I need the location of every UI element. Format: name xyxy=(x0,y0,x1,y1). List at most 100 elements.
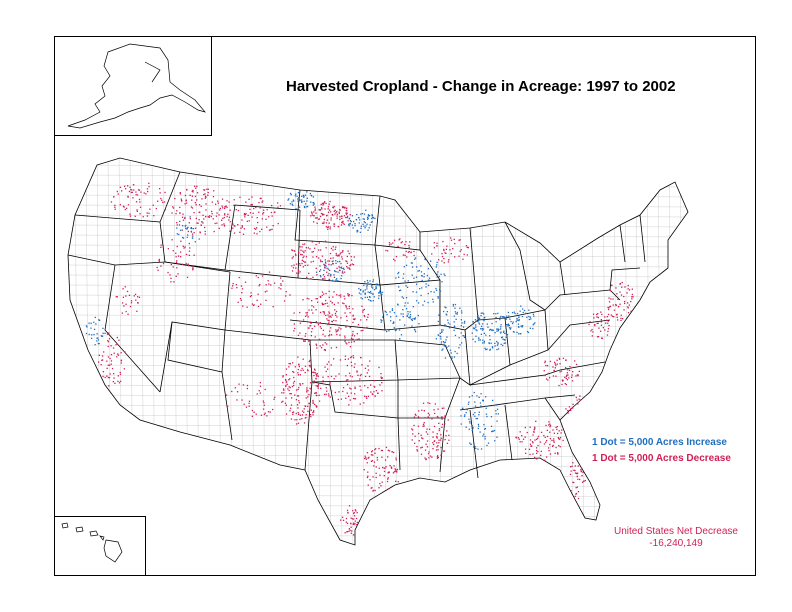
increase-dot xyxy=(364,214,365,215)
increase-dot xyxy=(103,333,104,334)
increase-dot xyxy=(472,339,473,340)
increase-dot xyxy=(455,351,456,352)
decrease-dot xyxy=(367,462,368,463)
decrease-dot xyxy=(544,443,545,444)
decrease-dot xyxy=(224,217,225,218)
decrease-dot xyxy=(371,454,372,455)
increase-dot xyxy=(454,330,455,331)
decrease-dot xyxy=(314,404,315,405)
decrease-dot xyxy=(313,221,314,222)
increase-dot xyxy=(503,316,504,317)
decrease-dot xyxy=(345,260,346,261)
decrease-dot xyxy=(558,385,559,386)
increase-dot xyxy=(498,348,499,349)
decrease-dot xyxy=(194,255,195,256)
decrease-dot xyxy=(315,210,316,211)
increase-dot xyxy=(404,266,405,267)
decrease-dot xyxy=(205,216,206,217)
decrease-dot xyxy=(303,257,304,258)
decrease-dot xyxy=(436,245,437,246)
decrease-dot xyxy=(260,198,261,199)
decrease-dot xyxy=(302,260,303,261)
decrease-dot xyxy=(365,456,366,457)
decrease-dot xyxy=(446,246,447,247)
decrease-dot xyxy=(320,216,321,217)
increase-dot xyxy=(341,268,342,269)
increase-dot xyxy=(493,330,494,331)
decrease-dot xyxy=(399,238,400,239)
decrease-dot xyxy=(346,266,347,267)
decrease-dot xyxy=(247,221,248,222)
decrease-dot xyxy=(258,306,259,307)
decrease-dot xyxy=(538,436,539,437)
decrease-dot xyxy=(536,447,537,448)
decrease-dot xyxy=(339,209,340,210)
decrease-dot xyxy=(374,453,375,454)
decrease-dot xyxy=(467,247,468,248)
decrease-dot xyxy=(310,323,311,324)
decrease-dot xyxy=(421,410,422,411)
decrease-dot xyxy=(124,368,125,369)
decrease-dot xyxy=(317,302,318,303)
decrease-dot xyxy=(263,402,264,403)
decrease-dot xyxy=(346,518,347,519)
decrease-dot xyxy=(518,437,519,438)
decrease-dot xyxy=(525,427,526,428)
increase-dot xyxy=(485,396,486,397)
decrease-dot xyxy=(120,204,121,205)
decrease-dot xyxy=(419,440,420,441)
increase-dot xyxy=(358,217,359,218)
increase-dot xyxy=(371,285,372,286)
increase-dot xyxy=(496,328,497,329)
decrease-dot xyxy=(621,287,622,288)
increase-dot xyxy=(501,344,502,345)
decrease-dot xyxy=(329,210,330,211)
decrease-dot xyxy=(149,209,150,210)
decrease-dot xyxy=(163,245,164,246)
decrease-dot xyxy=(536,458,537,459)
decrease-dot xyxy=(543,435,544,436)
increase-dot xyxy=(176,227,177,228)
increase-dot xyxy=(482,340,483,341)
increase-dot xyxy=(362,298,363,299)
increase-dot xyxy=(378,298,379,299)
increase-dot xyxy=(303,195,304,196)
decrease-dot xyxy=(354,367,355,368)
decrease-dot xyxy=(579,479,580,480)
increase-dot xyxy=(500,332,501,333)
increase-dot xyxy=(408,280,409,281)
decrease-dot xyxy=(623,296,624,297)
decrease-dot xyxy=(165,209,166,210)
decrease-dot xyxy=(352,381,353,382)
decrease-dot xyxy=(342,251,343,252)
decrease-dot xyxy=(437,455,438,456)
decrease-dot xyxy=(412,433,413,434)
decrease-dot xyxy=(129,295,130,296)
decrease-dot xyxy=(299,366,300,367)
decrease-dot xyxy=(285,380,286,381)
decrease-dot xyxy=(581,475,582,476)
increase-dot xyxy=(416,300,417,301)
decrease-dot xyxy=(381,457,382,458)
increase-dot xyxy=(467,409,468,410)
increase-dot xyxy=(476,395,477,396)
decrease-dot xyxy=(369,376,370,377)
decrease-dot xyxy=(325,342,326,343)
increase-dot xyxy=(401,313,402,314)
increase-dot xyxy=(86,333,87,334)
increase-dot xyxy=(90,328,91,329)
decrease-dot xyxy=(257,217,258,218)
decrease-dot xyxy=(291,249,292,250)
decrease-dot xyxy=(294,251,295,252)
decrease-dot xyxy=(567,379,568,380)
increase-dot xyxy=(448,345,449,346)
decrease-dot xyxy=(298,412,299,413)
decrease-dot xyxy=(421,437,422,438)
decrease-dot xyxy=(414,443,415,444)
decrease-dot xyxy=(427,446,428,447)
increase-dot xyxy=(497,343,498,344)
decrease-dot xyxy=(349,388,350,389)
decrease-dot xyxy=(322,223,323,224)
decrease-dot xyxy=(303,359,304,360)
increase-dot xyxy=(496,413,497,414)
